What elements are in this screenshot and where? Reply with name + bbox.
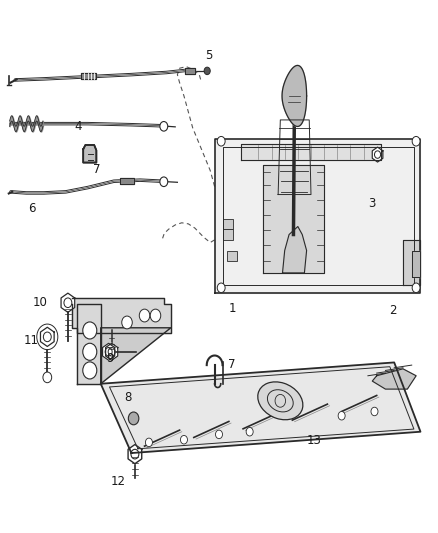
Bar [223, 219, 233, 229]
Text: 13: 13 [307, 434, 322, 447]
Circle shape [150, 309, 161, 322]
Circle shape [128, 412, 139, 425]
Polygon shape [241, 144, 381, 160]
Circle shape [83, 322, 97, 339]
Polygon shape [283, 227, 307, 273]
Polygon shape [215, 139, 420, 293]
Polygon shape [128, 445, 142, 464]
Text: 5: 5 [205, 50, 212, 62]
Polygon shape [40, 327, 54, 346]
Circle shape [338, 411, 345, 420]
Circle shape [139, 309, 150, 322]
Text: 6: 6 [28, 203, 35, 215]
Text: 12: 12 [111, 475, 126, 488]
Polygon shape [102, 343, 115, 360]
Circle shape [412, 136, 420, 146]
Text: 8: 8 [125, 391, 132, 404]
Text: 4: 4 [74, 120, 82, 133]
Polygon shape [282, 66, 307, 126]
Polygon shape [101, 328, 171, 384]
Text: 9: 9 [106, 352, 114, 365]
Text: 11: 11 [24, 334, 39, 346]
Bar [223, 229, 233, 240]
Text: 7: 7 [93, 163, 101, 176]
Polygon shape [81, 73, 96, 79]
Circle shape [217, 283, 225, 293]
Polygon shape [72, 298, 171, 333]
Polygon shape [372, 147, 383, 162]
Polygon shape [101, 362, 420, 453]
Circle shape [145, 438, 152, 447]
Text: 1: 1 [228, 302, 236, 314]
Bar [227, 251, 237, 261]
Ellipse shape [258, 382, 303, 420]
Circle shape [246, 427, 253, 436]
Circle shape [160, 122, 168, 131]
Polygon shape [120, 178, 134, 184]
Polygon shape [372, 369, 416, 389]
Circle shape [122, 316, 132, 329]
Polygon shape [412, 251, 420, 277]
Circle shape [43, 372, 52, 383]
Circle shape [204, 67, 210, 75]
Polygon shape [61, 293, 75, 312]
Circle shape [412, 283, 420, 293]
Circle shape [371, 407, 378, 416]
Circle shape [215, 430, 223, 439]
Circle shape [217, 136, 225, 146]
Circle shape [83, 343, 97, 360]
Text: 10: 10 [33, 296, 48, 309]
Polygon shape [403, 240, 420, 285]
Text: 3: 3 [368, 197, 375, 210]
Polygon shape [83, 145, 96, 163]
Polygon shape [106, 343, 118, 360]
Polygon shape [263, 165, 324, 273]
Polygon shape [77, 304, 101, 384]
Text: 7: 7 [227, 358, 235, 371]
Text: 2: 2 [389, 304, 397, 317]
Circle shape [160, 177, 168, 187]
Circle shape [180, 435, 187, 444]
Polygon shape [185, 68, 195, 74]
Circle shape [83, 362, 97, 379]
